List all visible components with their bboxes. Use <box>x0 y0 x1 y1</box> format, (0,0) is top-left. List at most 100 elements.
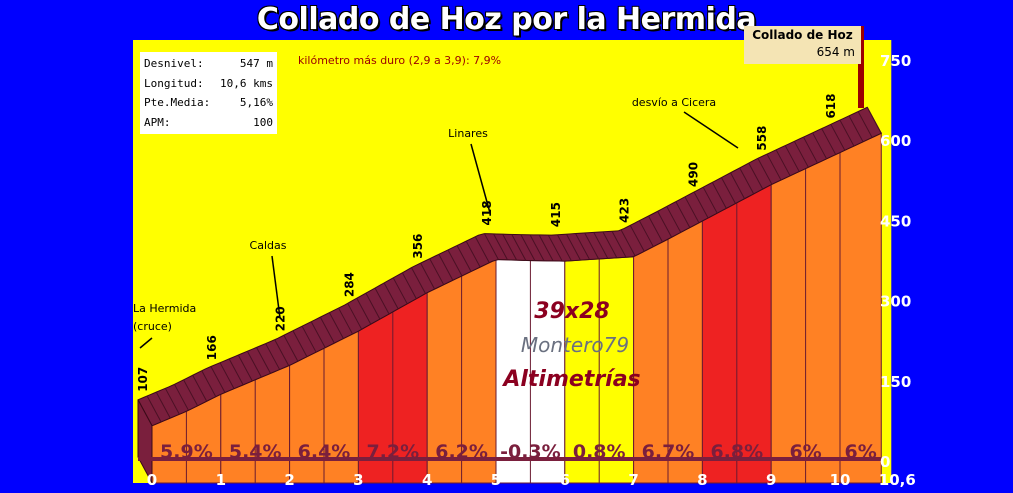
x-tick-label: 4 <box>422 471 432 489</box>
gradient-segment <box>839 132 882 484</box>
gradient-label: 6% <box>845 441 877 463</box>
road-hatch <box>766 153 782 181</box>
road-hatch <box>456 245 472 272</box>
road-hatch <box>657 211 673 238</box>
stat-value: 547 m <box>239 57 273 70</box>
road-hatch <box>411 267 426 294</box>
road-hatch <box>383 282 399 310</box>
road-hatch <box>711 182 727 209</box>
road-hatch <box>319 316 335 344</box>
road-hatch <box>301 325 317 353</box>
stat-label: APM: <box>144 115 171 129</box>
place-label: La Hermida <box>133 302 196 315</box>
gradient-label: -0,3% <box>500 441 561 463</box>
x-tick-label: 9 <box>766 471 776 489</box>
road-hatch <box>292 330 308 357</box>
altitude-label: 284 <box>342 272 356 297</box>
summit-altitude: 654 m <box>816 45 855 59</box>
altitude-label: 558 <box>755 126 769 151</box>
road-hatch <box>356 297 372 325</box>
road-hatch <box>246 350 262 378</box>
road-hatch <box>511 234 527 261</box>
road-hatch <box>611 231 627 258</box>
y-tick-label: 150 <box>880 373 911 391</box>
leader-line <box>139 337 153 349</box>
stat-label: Desnivel: <box>144 57 204 70</box>
road-hatch <box>784 145 800 172</box>
road-hatch <box>401 272 417 299</box>
road-hatch <box>675 201 691 228</box>
road-hatch <box>256 347 271 374</box>
road-hatch <box>602 231 618 259</box>
road-hatch <box>556 234 572 261</box>
watermark-line-2: Montero79 <box>521 333 629 357</box>
gradient-label: 5,9% <box>160 441 213 463</box>
stat-row: Pte.Media: 5,16% <box>144 93 273 113</box>
stat-value: 10,6 kms <box>220 76 273 90</box>
road-hatch <box>720 177 736 204</box>
place-label: Caldas <box>250 239 287 252</box>
x-tick-label: 2 <box>284 471 294 489</box>
road-hatch <box>201 370 217 397</box>
road-hatch <box>174 384 189 411</box>
altitude-label: 418 <box>480 200 494 225</box>
gradient-label: 6,7% <box>642 441 695 463</box>
summit-pole <box>858 26 864 108</box>
x-tick-label: 0 <box>147 471 157 489</box>
x-tick-label: 8 <box>697 471 707 489</box>
road-hatch <box>775 149 791 177</box>
place-label: desvío a Cicera <box>632 96 716 109</box>
gradient-label: 6,2% <box>435 441 488 463</box>
road-hatch <box>730 172 745 199</box>
altitude-label: 107 <box>136 367 150 392</box>
road-hatch <box>648 215 663 243</box>
altitude-label: 415 <box>549 202 563 227</box>
leader-line <box>683 111 739 149</box>
road-hatch <box>739 167 755 195</box>
stat-row: Desnivel: 547 m <box>144 54 273 74</box>
road-hatch <box>283 335 299 362</box>
road-hatch <box>857 111 873 138</box>
stat-label: Longitud: <box>144 76 204 90</box>
leader-line <box>470 143 491 214</box>
watermark-line-3: Altimetrías <box>501 367 640 392</box>
road-hatch <box>502 233 518 261</box>
road-hatch <box>575 233 591 260</box>
road-hatch <box>803 136 818 164</box>
gradient-label: 6,4% <box>298 441 351 463</box>
road-hatch <box>274 339 290 366</box>
x-tick-label: 6 <box>560 471 570 489</box>
road-hatch <box>228 358 244 386</box>
road-hatch <box>347 303 363 330</box>
road-hatch <box>210 366 226 393</box>
road-hatch <box>474 236 490 263</box>
leader-line <box>271 255 281 319</box>
x-tick-label: 1 <box>216 471 226 489</box>
hardest-km-note: kilómetro más duro (2,9 a 3,9): 7,9% <box>298 54 502 67</box>
place-label: (cruce) <box>133 320 172 333</box>
road-hatch <box>146 395 162 423</box>
altitude-label: 490 <box>686 162 700 187</box>
road-hatch <box>493 233 508 261</box>
road-hatch <box>192 375 208 402</box>
place-label: Linares <box>448 127 488 140</box>
altitude-label: 356 <box>411 234 425 259</box>
road-hatch <box>465 240 481 268</box>
base-strip <box>138 457 882 461</box>
x-tick-label: 5 <box>491 471 501 489</box>
road-hatch <box>529 234 545 262</box>
road-hatch <box>219 362 235 389</box>
road-hatch <box>538 234 554 262</box>
road-hatch <box>821 128 837 155</box>
stat-value: 5,16% <box>239 96 273 109</box>
chart-title: Collado de Hoz por la Hermida <box>256 2 757 37</box>
road-hatch <box>237 354 253 382</box>
road-hatch <box>520 234 536 261</box>
road-hatch <box>392 277 408 305</box>
road-hatch <box>584 232 600 260</box>
road-hatch <box>429 258 445 285</box>
road-hatch <box>748 162 764 190</box>
road-hatch <box>328 312 344 339</box>
road-hatch <box>183 379 199 407</box>
road-hatch <box>693 191 709 219</box>
